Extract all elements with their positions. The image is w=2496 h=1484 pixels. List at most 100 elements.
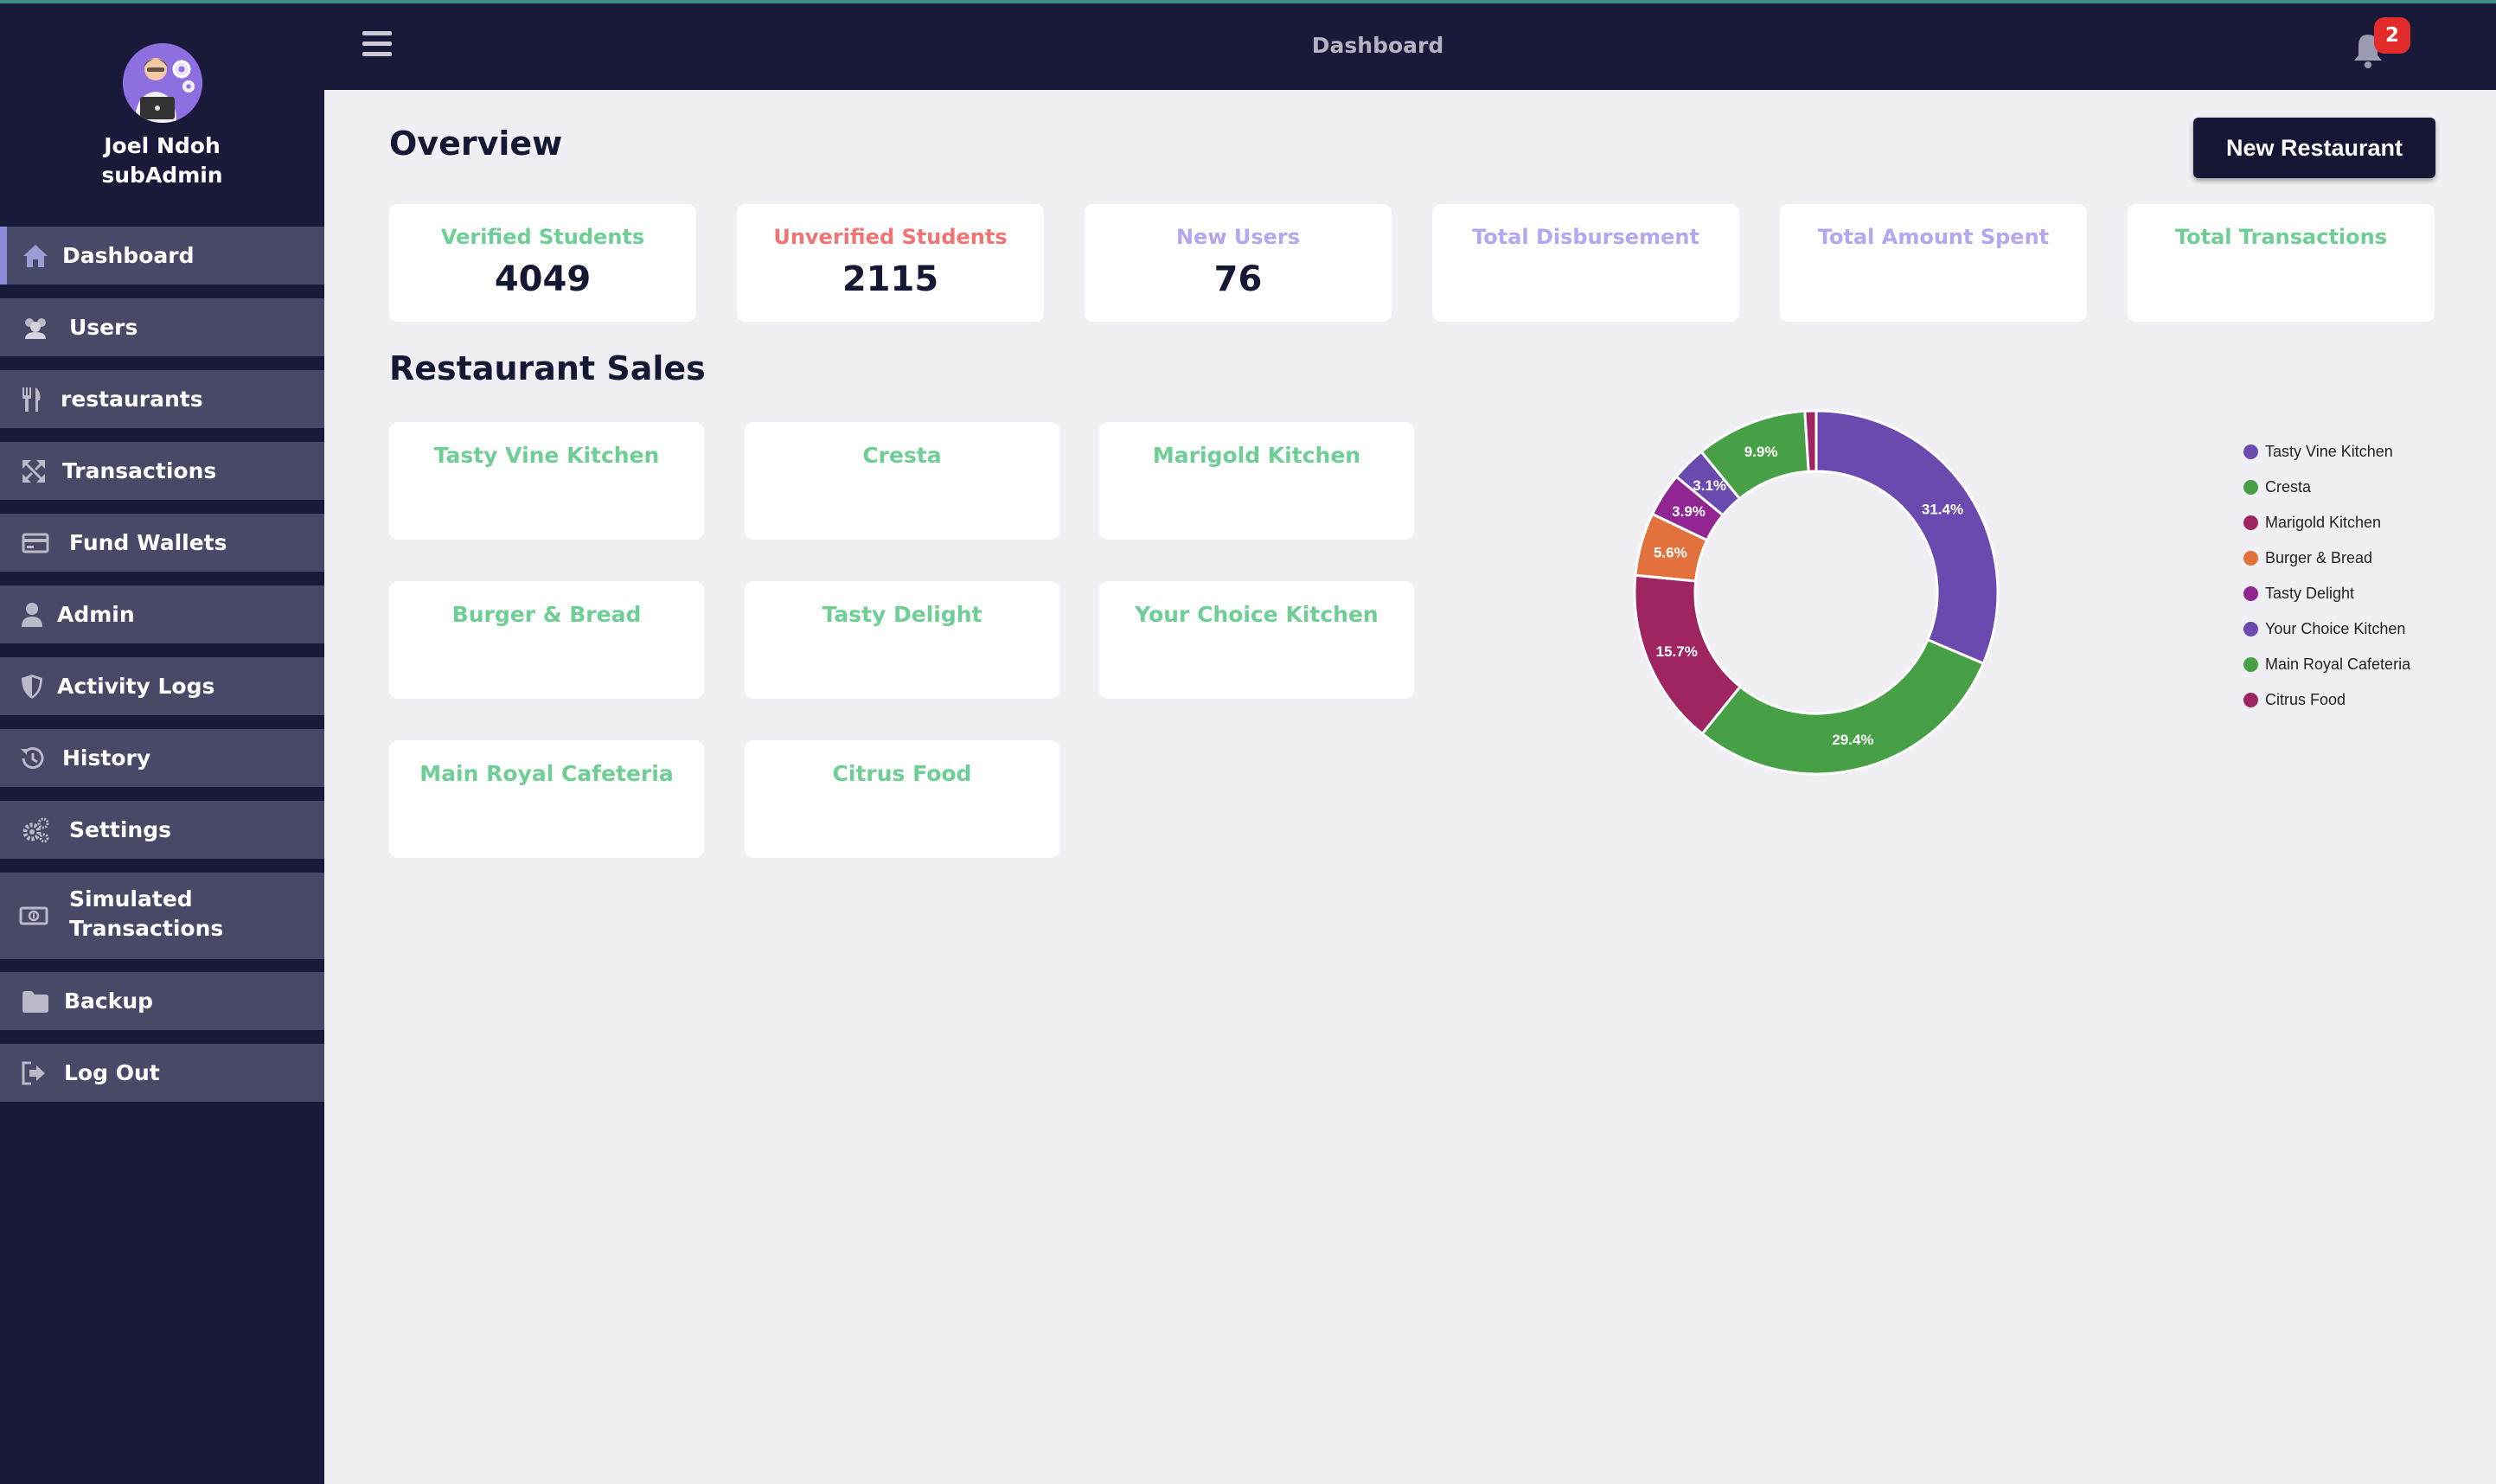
legend-swatch <box>2243 445 2258 459</box>
stat-value: 2115 <box>842 259 939 299</box>
legend-item[interactable]: Tasty Delight <box>2243 576 2410 611</box>
page-title: Dashboard <box>1311 33 1444 58</box>
sidebar-item-label: restaurants <box>61 386 203 412</box>
overview-heading: Overview <box>389 125 563 163</box>
sidebar-item-label: Transactions <box>62 457 217 483</box>
restaurant-card-your-choice-kitchen[interactable]: Your Choice Kitchen <box>1099 581 1414 699</box>
legend-swatch <box>2243 657 2258 672</box>
donut-slice-label: 9.9% <box>1744 444 1778 460</box>
restaurant-card-citrus-food[interactable]: Citrus Food <box>745 740 1059 858</box>
sidebar-item-users[interactable]: Users <box>0 298 324 356</box>
sidebar-item-restaurants[interactable]: restaurants <box>0 370 324 428</box>
restaurant-name: Burger & Bread <box>451 602 642 627</box>
sidebar-item-dashboard[interactable]: Dashboard <box>0 227 324 285</box>
legend-item[interactable]: Main Royal Cafeteria <box>2243 647 2410 682</box>
legend-label: Marigold Kitchen <box>2265 514 2382 531</box>
legend-label: Your Choice Kitchen <box>2265 620 2406 637</box>
legend-item[interactable]: Your Choice Kitchen <box>2243 611 2410 647</box>
card-icon <box>21 528 50 558</box>
restaurant-card-main-royal-cafeteria[interactable]: Main Royal Cafeteria <box>389 740 704 858</box>
sidebar: Joel Ndoh subAdmin Dashboard Users resta… <box>0 3 324 1484</box>
stat-value: 4049 <box>494 259 592 299</box>
sidebar-item-simulated-transactions[interactable]: Simulated Transactions <box>0 873 324 959</box>
legend-label: Tasty Vine Kitchen <box>2265 443 2393 460</box>
notification-badge[interactable]: 2 <box>2374 17 2410 54</box>
legend-swatch <box>2243 515 2258 530</box>
profile-name: Joel Ndoh <box>104 133 221 158</box>
sidebar-item-log-out[interactable]: Log Out <box>0 1044 324 1102</box>
donut-slice[interactable] <box>1814 409 2000 666</box>
sidebar-item-label: Backup <box>64 988 154 1014</box>
restaurant-sales-value <box>1099 472 1414 493</box>
legend-label: Cresta <box>2265 478 2312 496</box>
sidebar-item-activity-logs[interactable]: Activity Logs <box>0 657 324 715</box>
legend-label: Main Royal Cafeteria <box>2265 656 2411 673</box>
users-icon <box>21 313 50 342</box>
legend-item[interactable]: Cresta <box>2243 470 2410 505</box>
restaurant-card-cresta[interactable]: Cresta <box>745 422 1059 540</box>
stat-card-total-disbursement[interactable]: Total Disbursement <box>1432 204 1739 322</box>
sidebar-item-label: Admin <box>57 601 135 627</box>
admin-avatar-icon <box>123 43 202 123</box>
sidebar-item-admin[interactable]: Admin <box>0 585 324 643</box>
sidebar-item-transactions[interactable]: Transactions <box>0 442 324 500</box>
restaurant-sales-value <box>1099 631 1414 652</box>
legend-item[interactable]: Citrus Food <box>2243 682 2410 718</box>
restaurant-sales-value <box>745 790 1059 811</box>
avatar[interactable] <box>123 43 202 123</box>
sidebar-item-label: Log Out <box>64 1059 160 1085</box>
sidebar-item-label: Settings <box>69 816 172 842</box>
restaurant-name: Tasty Vine Kitchen <box>433 443 660 468</box>
restaurant-card-marigold-kitchen[interactable]: Marigold Kitchen <box>1099 422 1414 540</box>
sidebar-item-label: Simulated Transactions <box>69 886 224 941</box>
user-icon <box>17 600 47 630</box>
home-icon <box>21 241 50 271</box>
restaurant-sales-value <box>389 631 704 652</box>
money-icon <box>19 901 48 931</box>
restaurant-sales-value <box>389 790 704 811</box>
sidebar-item-label: Dashboard <box>62 242 195 268</box>
menu-icon[interactable] <box>362 31 392 57</box>
gears-icon <box>21 816 50 845</box>
shield-icon <box>17 672 47 701</box>
chart-legend: Tasty Vine Kitchen Cresta Marigold Kitchen… <box>2243 434 2410 718</box>
restaurant-sales-value <box>745 631 1059 652</box>
sidebar-item-settings[interactable]: Settings <box>0 801 324 859</box>
stat-label: New Users <box>1175 225 1301 249</box>
transactions-icon <box>19 457 48 486</box>
restaurant-card-burger-and-bread[interactable]: Burger & Bread <box>389 581 704 699</box>
stat-card-unverified-students[interactable]: Unverified Students 2115 <box>737 204 1044 322</box>
sidebar-item-label: Activity Logs <box>57 673 215 699</box>
legend-swatch <box>2243 586 2258 601</box>
restaurant-card-tasty-vine-kitchen[interactable]: Tasty Vine Kitchen <box>389 422 704 540</box>
stat-card-verified-students[interactable]: Verified Students 4049 <box>389 204 696 322</box>
sidebar-item-fund-wallets[interactable]: Fund Wallets <box>0 514 324 572</box>
restaurant-sales-donut-chart: 31.4% 29.4% 15.7% 5.6% 3.9% 3.1% 9.9% <box>1633 409 2000 776</box>
stat-label: Total Transactions <box>2174 225 2388 249</box>
stat-card-total-amount-spent[interactable]: Total Amount Spent <box>1780 204 2087 322</box>
legend-item[interactable]: Burger & Bread <box>2243 541 2410 576</box>
legend-swatch <box>2243 551 2258 566</box>
sidebar-item-history[interactable]: History <box>0 729 324 787</box>
stat-card-new-users[interactable]: New Users 76 <box>1085 204 1392 322</box>
donut-slice-label: 5.6% <box>1654 544 1687 560</box>
legend-item[interactable]: Tasty Vine Kitchen <box>2243 434 2410 470</box>
legend-swatch <box>2243 622 2258 636</box>
stat-label: Unverified Students <box>773 225 1008 249</box>
legend-item[interactable]: Marigold Kitchen <box>2243 505 2410 541</box>
donut-slice-label: 3.9% <box>1672 503 1706 520</box>
new-restaurant-button[interactable]: New Restaurant <box>2193 118 2435 178</box>
restaurant-sales-value <box>389 472 704 493</box>
sidebar-item-label: Users <box>69 314 138 340</box>
restaurant-name: Cresta <box>862 443 942 468</box>
history-icon <box>17 744 47 773</box>
top-header: Dashboard 2 <box>324 3 2496 90</box>
donut-slice[interactable] <box>1700 637 1986 776</box>
donut-slice[interactable] <box>1803 409 1818 473</box>
stat-card-total-transactions[interactable]: Total Transactions <box>2128 204 2435 322</box>
restaurant-name: Citrus Food <box>832 761 972 786</box>
sidebar-item-backup[interactable]: Backup <box>0 972 324 1030</box>
restaurant-card-tasty-delight[interactable]: Tasty Delight <box>745 581 1059 699</box>
restaurant-name: Main Royal Cafeteria <box>419 761 674 786</box>
fork-knife-icon <box>17 385 47 414</box>
